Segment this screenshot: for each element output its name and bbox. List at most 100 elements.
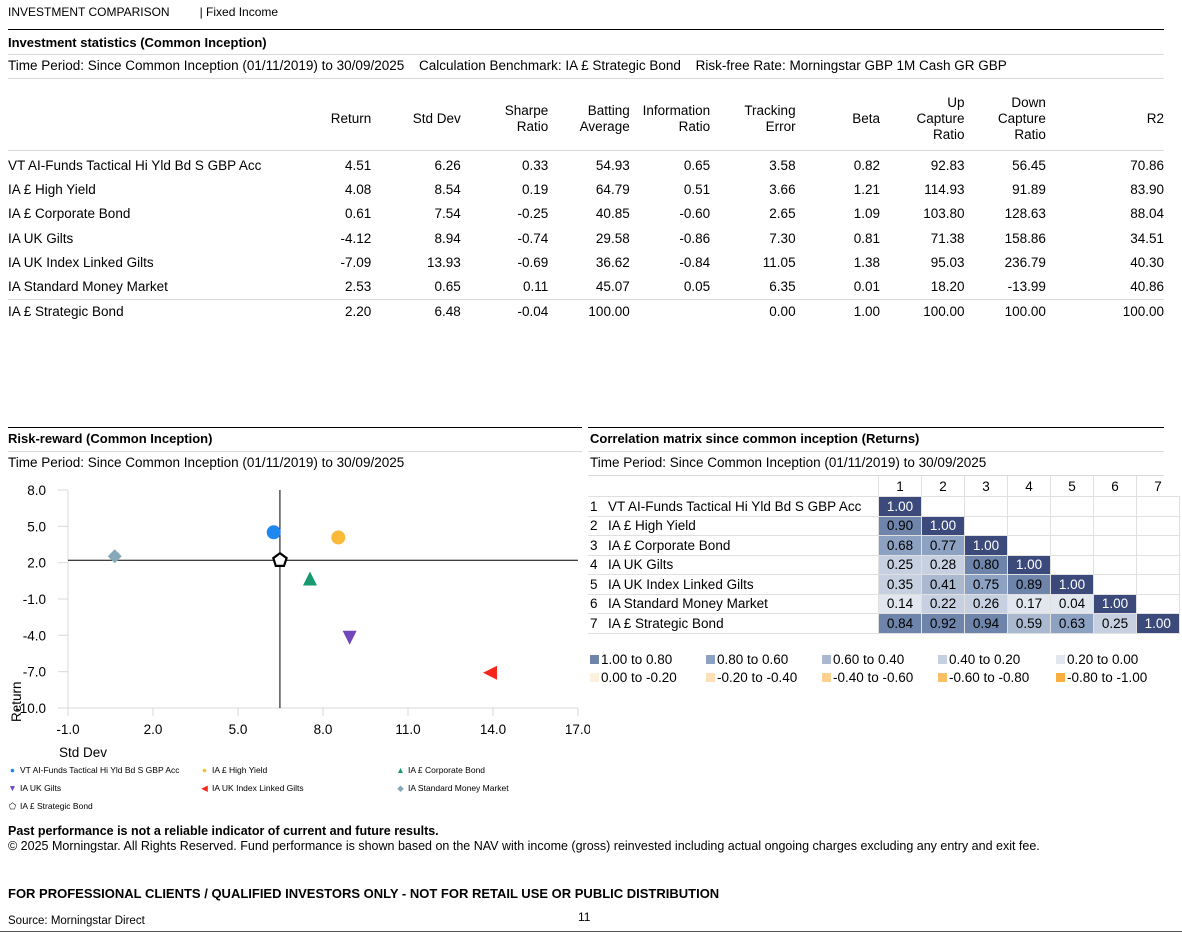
stats-cell: -0.04	[460, 298, 549, 325]
x-tick-label: -1.0	[56, 722, 79, 737]
stats-cell: 2.65	[769, 206, 796, 222]
stats-benchmark-row: IA £ Strategic Bond 2.20 6.48 -0.04 100.00 0.…	[8, 298, 1164, 325]
correlation-row-label: IA UK Gilts	[608, 555, 879, 575]
copyright-disclaimer: © 2025 Morningstar. All Rights Reserved.…	[8, 839, 1040, 853]
stats-header-row: Return Std Dev Sharpe Ratio Batting Average…	[8, 88, 1164, 151]
stats-cell: 0.61	[344, 206, 372, 222]
correlation-cell: 0.25	[878, 554, 922, 575]
correlation-legend-label: 1.00 to 0.80	[601, 652, 673, 667]
footer-rule	[0, 931, 1182, 932]
correlation-row: 4 IA UK Gilts 0.25 0.28 0.80 1.00	[588, 554, 1180, 575]
correlation-cell	[1093, 535, 1137, 556]
correlation-cell: 0.75	[964, 574, 1008, 595]
correlation-row-number: 4	[588, 555, 608, 575]
stats-row-name: IA £ Corporate Bond	[8, 206, 131, 222]
correlation-legend-label: 0.20 to 0.00	[1067, 652, 1139, 667]
legend-label: IA £ Strategic Bond	[20, 801, 93, 811]
correlation-legend-label: -0.20 to -0.40	[717, 670, 798, 685]
legend-label: IA £ High Yield	[212, 765, 268, 775]
correlation-cell: 1.00	[1093, 593, 1137, 614]
correlation-cell	[1050, 554, 1094, 575]
stats-cell: -0.84	[679, 254, 711, 270]
correlation-legend-label: 0.60 to 0.40	[833, 652, 905, 667]
correlation-row: 3 IA £ Corporate Bond 0.68 0.77 1.00	[588, 535, 1180, 556]
stats-row: IA UK Gilts -4.12 8.94 -0.74 29.58 -0.86 7.30 0…	[8, 226, 1164, 250]
correlation-legend-item: 1.00 to 0.80	[590, 652, 672, 667]
correlation-cell	[1050, 535, 1094, 556]
stats-cell: 103.80	[923, 206, 965, 222]
x-tick-label: 17.0	[565, 722, 590, 737]
correlation-cell	[1136, 515, 1180, 536]
correlation-cell: 0.26	[964, 593, 1008, 614]
stats-row-name: IA Standard Money Market	[8, 279, 168, 295]
stats-cell: 0.05	[683, 279, 711, 295]
legend-label: IA Standard Money Market	[408, 783, 509, 793]
stats-cell: 1.09	[853, 206, 881, 222]
correlation-cell: 0.22	[921, 593, 965, 614]
stats-title-rule	[8, 54, 1164, 55]
x-tick-label: 11.0	[395, 722, 420, 737]
stats-cell: 0.65	[683, 157, 711, 173]
stats-header-name	[8, 88, 304, 151]
stats-cell: 8.54	[434, 181, 461, 197]
stats-header-col: Down Capture Ratio	[964, 88, 1046, 151]
correlation-cell: 0.94	[964, 613, 1008, 634]
stats-cell: 6.48	[371, 298, 461, 325]
risk-reward-scatter-chart: 8.0 5.0 2.0 -1.0 -4.0 -7.0 -10.0 -1.0 2.0 5.0 8.0 1…	[9, 483, 590, 760]
stats-cell: 0.00	[710, 298, 796, 325]
report-title: INVESTMENT COMPARISON	[8, 5, 170, 19]
risk-reward-period: Time Period: Since Common Inception (01/…	[8, 455, 405, 470]
stats-cell: 7.30	[769, 230, 796, 246]
stats-header-col: Batting Average	[548, 88, 630, 151]
correlation-cell: 0.25	[1093, 613, 1137, 634]
stats-cell: 100.00	[548, 298, 630, 325]
legend-swatch-icon	[938, 655, 947, 664]
stats-row: IA UK Index Linked Gilts -7.09 13.93 -0.69 3…	[8, 250, 1164, 274]
y-tick-label: 8.0	[27, 483, 46, 498]
investment-statistics-table: Return Std Dev Sharpe Ratio Batting Average…	[8, 88, 1164, 325]
stats-cell: 1.00	[795, 298, 881, 325]
stats-header-col: Std Dev	[371, 88, 461, 151]
y-axis-title: Return	[9, 681, 24, 722]
risk-reward-title-rule	[8, 451, 582, 452]
stats-cell: 100.00	[964, 298, 1046, 325]
scatter-legend-item: ▼ IA UK Gilts	[8, 783, 61, 793]
correlation-cell: 1.00	[1007, 554, 1051, 575]
stats-cell: 2.20	[303, 298, 372, 325]
page-number: 11	[578, 910, 591, 924]
correlation-legend-item: 0.00 to -0.20	[590, 670, 677, 685]
legend-marker-icon: ⬠	[8, 801, 17, 811]
stats-cell: 0.51	[683, 181, 711, 197]
stats-cell: 128.63	[1004, 206, 1046, 222]
stats-row-name: IA UK Gilts	[8, 230, 74, 246]
stats-cell: -0.86	[679, 230, 711, 246]
stats-header-col: R2	[1045, 88, 1164, 151]
marker-ia-strategic-bond	[272, 551, 288, 568]
correlation-row-label: IA Standard Money Market	[608, 594, 879, 614]
correlation-cell: 0.84	[878, 613, 922, 634]
stats-cell: 13.93	[427, 254, 461, 270]
stats-cell: 40.86	[1130, 279, 1164, 295]
stats-cell: 0.01	[853, 279, 881, 295]
legend-label: IA £ Corporate Bond	[408, 765, 486, 775]
correlation-legend-item: 0.40 to 0.20	[938, 652, 1020, 667]
correlation-cell	[1093, 574, 1137, 595]
marker-ia-uk-gilts	[342, 630, 357, 645]
correlation-cell	[1136, 574, 1180, 595]
correlation-cell: 1.00	[1136, 613, 1180, 634]
stats-cell: 0.33	[522, 157, 549, 173]
stats-cell: 8.94	[434, 230, 461, 246]
stats-cell: 83.90	[1130, 181, 1164, 197]
correlation-cell	[964, 515, 1008, 536]
correlation-row-label: IA UK Index Linked Gilts	[608, 574, 879, 595]
stats-row-name: VT AI-Funds Tactical Hi Yld Bd S GBP Acc	[8, 157, 262, 173]
correlation-row-number: 5	[588, 574, 608, 595]
legend-swatch-icon	[706, 673, 715, 682]
correlation-period: Time Period: Since Common Inception (01/…	[590, 455, 987, 470]
correlation-cell	[1093, 515, 1137, 536]
stats-cell: 64.79	[595, 181, 630, 197]
correlation-cell	[1136, 535, 1180, 556]
stats-cell: 45.07	[595, 279, 630, 295]
correlation-cell	[1050, 496, 1094, 517]
legend-marker-icon: ▲	[396, 765, 405, 775]
